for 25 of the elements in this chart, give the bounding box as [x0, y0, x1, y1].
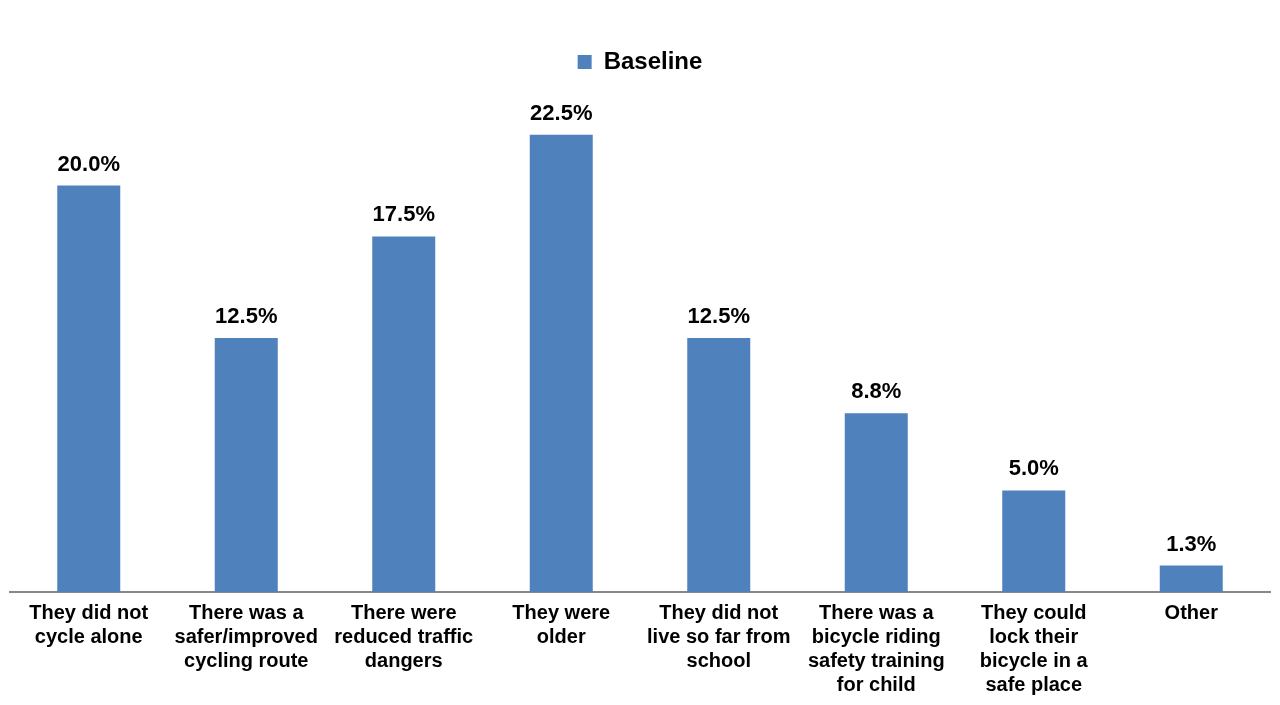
x-tick-label: They were older: [512, 600, 611, 647]
x-tick-label: They could lock their bicycle in a safe place: [979, 600, 1089, 695]
data-label: 8.8%: [851, 378, 902, 404]
data-label: 12.5%: [687, 303, 750, 329]
bar: [529, 134, 593, 592]
data-label: 20.0%: [57, 150, 120, 176]
bar: [214, 338, 278, 592]
x-tick-label: They did not live so far from school: [647, 600, 791, 671]
data-label: 12.5%: [215, 303, 278, 329]
bar: [372, 236, 436, 592]
x-tick-label: They did not cycle alone: [29, 600, 149, 647]
data-label: 1.3%: [1166, 530, 1217, 556]
bar: [57, 185, 121, 592]
x-tick-label: Other: [1164, 600, 1219, 623]
data-label: 5.0%: [1008, 455, 1059, 481]
x-tick-label: There was a safer/improved cycling route: [174, 600, 318, 671]
x-tick-label: There were reduced traffic dangers: [334, 600, 474, 671]
legend-label: Baseline: [603, 46, 703, 74]
data-label: 17.5%: [372, 201, 435, 227]
bar: [687, 338, 751, 592]
bar: [1159, 565, 1223, 592]
bar: [1002, 490, 1066, 592]
x-tick-label: There was a bicycle riding safety training for child: [807, 600, 945, 695]
bar: [844, 413, 908, 592]
data-label: 22.5%: [530, 99, 593, 125]
